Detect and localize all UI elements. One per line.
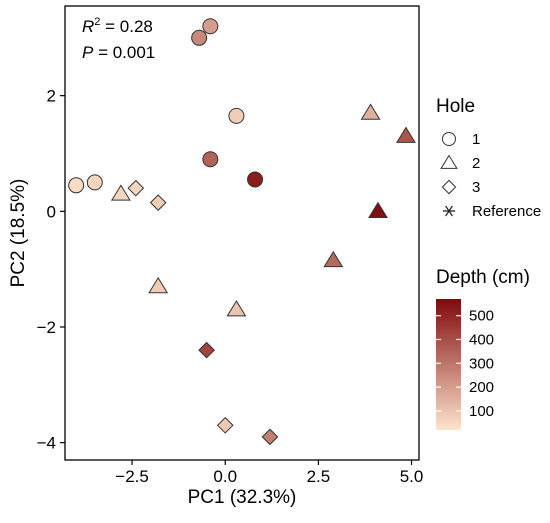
legend-label-3: 3 [472, 179, 480, 196]
data-point-hole-3 [127, 179, 145, 197]
data-point-hole-3 [261, 428, 279, 446]
data-point-hole-2 [396, 126, 416, 143]
p-value-annotation: P = 0.001 [82, 43, 155, 62]
x-tick-label: 5.0 [400, 467, 424, 486]
y-tick-label: −4 [37, 434, 56, 453]
y-tick-label: 0 [47, 202, 56, 221]
data-point-hole-1 [228, 107, 245, 124]
data-point-hole-3 [198, 341, 215, 359]
y-axis-ticks: −4 −2 0 2 [37, 87, 65, 453]
r-squared-superscript: 2 [94, 16, 100, 28]
hole-legend: Hole 1 2 3 Reference [436, 96, 541, 220]
legend-triangle-icon [440, 154, 458, 169]
depth-colorbar [436, 299, 461, 430]
data-point-hole-1 [247, 171, 264, 188]
colorbar-tick-label: 400 [469, 331, 494, 348]
data-point-hole-1 [202, 18, 219, 35]
colorbar-tick-label: 100 [469, 403, 494, 420]
r-squared-symbol: R [82, 17, 94, 36]
r-squared-value: = 0.28 [100, 17, 152, 36]
x-tick-label: 2.5 [307, 467, 331, 486]
colorbar-tick-label: 300 [469, 355, 494, 372]
data-points [68, 18, 416, 446]
hole-legend-title: Hole [436, 96, 475, 117]
data-point-hole-1 [86, 174, 103, 191]
x-tick-label: −2.5 [115, 467, 149, 486]
depth-legend: Depth (cm) 100 200 300 400 500 [436, 267, 530, 430]
legend-label-reference: Reference [472, 203, 541, 220]
x-axis-ticks: −2.5 0.0 2.5 5.0 [115, 460, 423, 486]
p-value-value: = 0.001 [93, 43, 155, 62]
legend-asterisk-icon [442, 205, 456, 217]
depth-colorbar-ticks: 100 200 300 400 500 [436, 308, 494, 420]
y-tick-label: 2 [47, 87, 56, 106]
colorbar-tick-label: 500 [469, 308, 494, 325]
x-tick-label: 0.0 [213, 467, 237, 486]
plot-panel-frame [64, 5, 420, 461]
y-axis-title: PC2 (18.5%) [8, 179, 29, 288]
legend-diamond-icon [441, 179, 457, 195]
data-point-hole-1 [202, 151, 219, 168]
legend-label-2: 2 [472, 155, 480, 172]
legend-label-1: 1 [472, 131, 480, 148]
data-point-hole-1 [68, 177, 85, 194]
x-axis-title: PC1 (32.3%) [188, 487, 297, 508]
data-point-hole-2 [360, 103, 381, 120]
data-point-hole-2 [226, 300, 247, 317]
data-point-hole-2 [110, 184, 131, 201]
r-squared-annotation: R2 = 0.28 [82, 16, 153, 36]
p-value-symbol: P [82, 43, 94, 62]
data-point-hole-1 [191, 29, 208, 46]
colorbar-tick-label: 200 [469, 379, 494, 396]
data-point-hole-2 [368, 201, 388, 219]
data-point-hole-3 [216, 416, 234, 434]
data-point-hole-2 [148, 276, 169, 294]
hole-legend-keys: 1 2 3 Reference [440, 131, 541, 220]
data-point-hole-3 [149, 194, 167, 211]
data-point-hole-2 [323, 250, 344, 268]
legend-circle-icon [442, 132, 456, 146]
depth-legend-title: Depth (cm) [436, 267, 530, 288]
y-tick-label: −2 [37, 318, 56, 337]
